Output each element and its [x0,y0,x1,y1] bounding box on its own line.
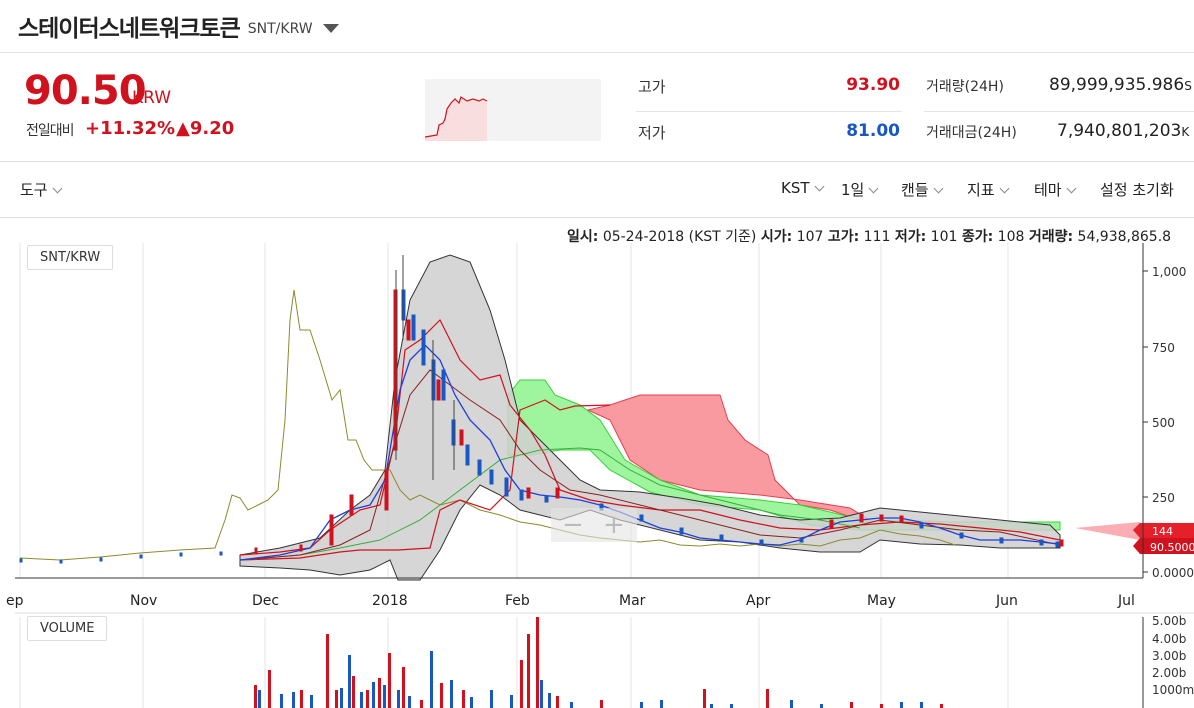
ichimoku-cloud-red [586,394,872,521]
price-marker-current-text: 90.5000 [1150,541,1194,554]
zoom-in-icon[interactable]: + [603,510,625,540]
coin-pair: SNT/KRW [247,20,313,37]
price-panel-label[interactable]: SNT/KRW [27,245,114,270]
chart-toolbar: 도구 KST 1일 캔들 지표 테마 설정 초기화 [0,163,1194,218]
y-tick-label: 1,000 [1152,265,1186,279]
x-tick-label: Mar [619,593,646,609]
y-tick-label: 0.00000 [1152,566,1194,580]
volume-tick-label: 2.00b [1152,666,1186,680]
volume-value: 89,999,935.986S [1049,75,1192,95]
volume-tick-label: 4.00b [1152,632,1186,646]
y-tick-label: 500 [1152,416,1175,430]
coin-name: 스테이터스네트워크토큰 [18,16,241,42]
zoom-out-icon[interactable]: − [562,510,584,540]
chevron-down-icon [868,183,879,194]
candles [19,255,1064,564]
price-chart[interactable]: − + 144 90.5000 1,000 750 500 250 0.0000… [0,218,1194,708]
x-tick-label: Nov [130,593,157,609]
mini-price-chart [424,79,601,141]
y-tick-label: 250 [1152,491,1175,505]
lagging-span [239,447,861,561]
chevron-down-icon [933,183,944,194]
stats-divider [636,111,902,112]
candle-menu[interactable]: 캔들 [901,179,944,200]
current-price: 90.50 [24,68,147,114]
indicator-menu[interactable]: 지표 [967,179,1010,200]
change-rate: +11.32% [85,118,176,139]
ohlc-info-line: 일시: 05-24-2018 (KST 기준) 시가: 107 고가: 111 … [567,229,1172,245]
volume-bars [254,617,943,708]
y-tick-label: 750 [1152,341,1175,355]
volume-tick-label: 3.00b [1152,649,1186,663]
bollinger-band [239,254,1061,581]
ichimoku-cloud-green [507,379,1061,531]
volume-tick-label: 5.00b [1152,614,1186,628]
volume-tick-label: 1000m [1152,683,1194,697]
change-label: 전일대비 [26,123,75,139]
volume-panel-label[interactable]: VOLUME [27,616,108,641]
x-tick-label: Jun [995,593,1018,609]
high-label: 고가 [638,78,666,96]
x-tick-label: 2018 [372,593,408,609]
tools-menu[interactable]: 도구 [20,179,63,200]
low-value: 81.00 [846,121,900,141]
stats-divider-2 [924,111,1194,112]
change-amount: ▲9.20 [176,118,235,139]
zoom-controls[interactable]: − + [551,508,637,542]
volume-label: 거래량(24H) [926,79,1004,95]
price-axis-ticks [1143,270,1148,573]
timezone-menu[interactable]: KST [781,179,824,197]
x-tick-label: May [867,593,896,609]
price-unit: KRW [132,88,172,108]
x-tick-label: Dec [252,593,279,609]
high-value: 93.90 [846,75,900,95]
coin-select-dropdown-icon[interactable] [322,23,339,33]
chevron-down-icon [814,181,824,192]
x-tick-label: Jul [1117,593,1135,609]
price-marker-upper: 144 [1133,523,1194,538]
amount-value: 7,940,801,203K [1057,121,1190,141]
price-marker-upper-text: 144 [1152,525,1173,538]
coin-title-bar: 스테이터스네트워크토큰 SNT/KRW [0,0,1194,53]
reset-settings-button[interactable]: 설정 초기화 [1100,181,1174,199]
x-tick-label: ep [6,593,24,609]
x-tick-label: Feb [505,593,530,609]
low-label: 저가 [638,124,666,142]
price-marker-current: 90.5000 [1133,538,1194,554]
chevron-down-icon [52,183,63,194]
interval-menu[interactable]: 1일 [841,179,879,200]
amount-label: 거래대금(24H) [926,125,1017,141]
base-line [239,399,611,561]
projection-wedge [1075,522,1140,540]
x-tick-label: Apr [746,593,770,609]
theme-menu[interactable]: 테마 [1034,179,1077,200]
price-summary: 90.50 KRW 전일대비 +11.32% ▲9.20 고가 93.90 저가… [0,54,1194,162]
chevron-down-icon [999,183,1010,194]
chevron-down-icon [1066,183,1077,194]
